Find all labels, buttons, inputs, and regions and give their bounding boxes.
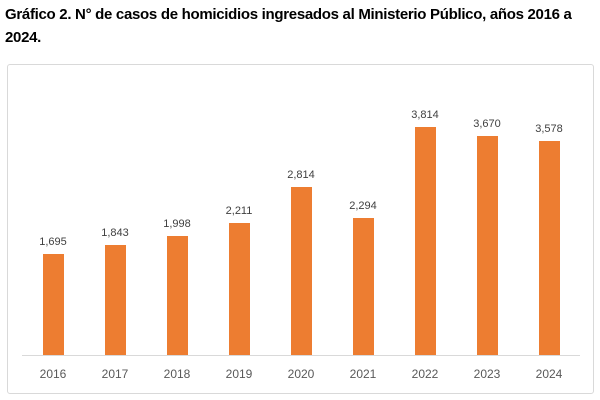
chart-title: Gráfico 2. N° de casos de homicidios ing…	[5, 6, 572, 46]
bar-value-label-2020: 2,814	[287, 169, 315, 181]
bar-2017	[104, 245, 126, 355]
x-tick-2018: 2018	[163, 367, 191, 381]
bar-group-2017: 1,843	[84, 65, 146, 355]
x-tick-2016: 2016	[39, 367, 67, 381]
bar-group-2021: 2,294	[332, 65, 394, 355]
x-axis-tick-labels: 2016 2017 2018 2019 2020 2021 2022 2023 2024	[22, 367, 580, 381]
x-tick-2022: 2022	[411, 367, 439, 381]
bar-value-label-2023: 3,670	[473, 118, 501, 130]
x-axis-line	[22, 355, 580, 356]
bar-group-2022: 3,814	[394, 65, 456, 355]
chart-frame: 1,695 1,843 1,998 2,211 2,814 2,294 3,814 3,670…	[7, 64, 594, 394]
x-tick-2021: 2021	[349, 367, 377, 381]
bar-value-label-2018: 1,998	[163, 218, 191, 230]
bar-2018	[166, 236, 188, 355]
bar-2021	[352, 218, 374, 355]
bar-group-2018: 1,998	[146, 65, 208, 355]
bar-value-label-2022: 3,814	[411, 109, 439, 121]
x-tick-2019: 2019	[225, 367, 253, 381]
bar-2020	[290, 187, 312, 355]
bar-group-2023: 3,670	[456, 65, 518, 355]
bar-2016	[42, 254, 64, 355]
bar-2023	[476, 136, 498, 355]
bar-group-2019: 2,211	[208, 65, 270, 355]
bar-group-2020: 2,814	[270, 65, 332, 355]
x-tick-2017: 2017	[101, 367, 129, 381]
bar-group-2024: 3,578	[518, 65, 580, 355]
plot-area: 1,695 1,843 1,998 2,211 2,814 2,294 3,814 3,670…	[22, 65, 580, 355]
x-tick-2023: 2023	[473, 367, 501, 381]
x-tick-2024: 2024	[535, 367, 563, 381]
bar-2024	[538, 141, 560, 355]
bar-value-label-2024: 3,578	[535, 123, 563, 135]
bar-2022	[414, 127, 436, 355]
x-tick-2020: 2020	[287, 367, 315, 381]
bar-value-label-2017: 1,843	[101, 227, 129, 239]
bar-group-2016: 1,695	[22, 65, 84, 355]
bar-2019	[228, 223, 250, 355]
bar-value-label-2021: 2,294	[349, 200, 377, 212]
bar-value-label-2019: 2,211	[225, 205, 253, 217]
bar-value-label-2016: 1,695	[39, 236, 67, 248]
